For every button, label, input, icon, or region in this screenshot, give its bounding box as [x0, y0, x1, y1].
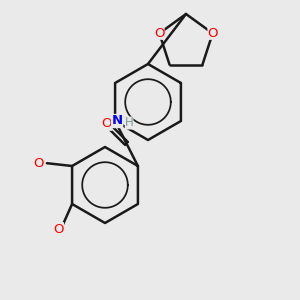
Text: O: O	[34, 157, 44, 170]
Text: O: O	[207, 27, 218, 40]
Text: O: O	[53, 223, 63, 236]
Text: O: O	[101, 117, 112, 130]
Text: N: N	[112, 115, 123, 128]
Text: H: H	[125, 116, 134, 130]
Text: O: O	[154, 27, 165, 40]
